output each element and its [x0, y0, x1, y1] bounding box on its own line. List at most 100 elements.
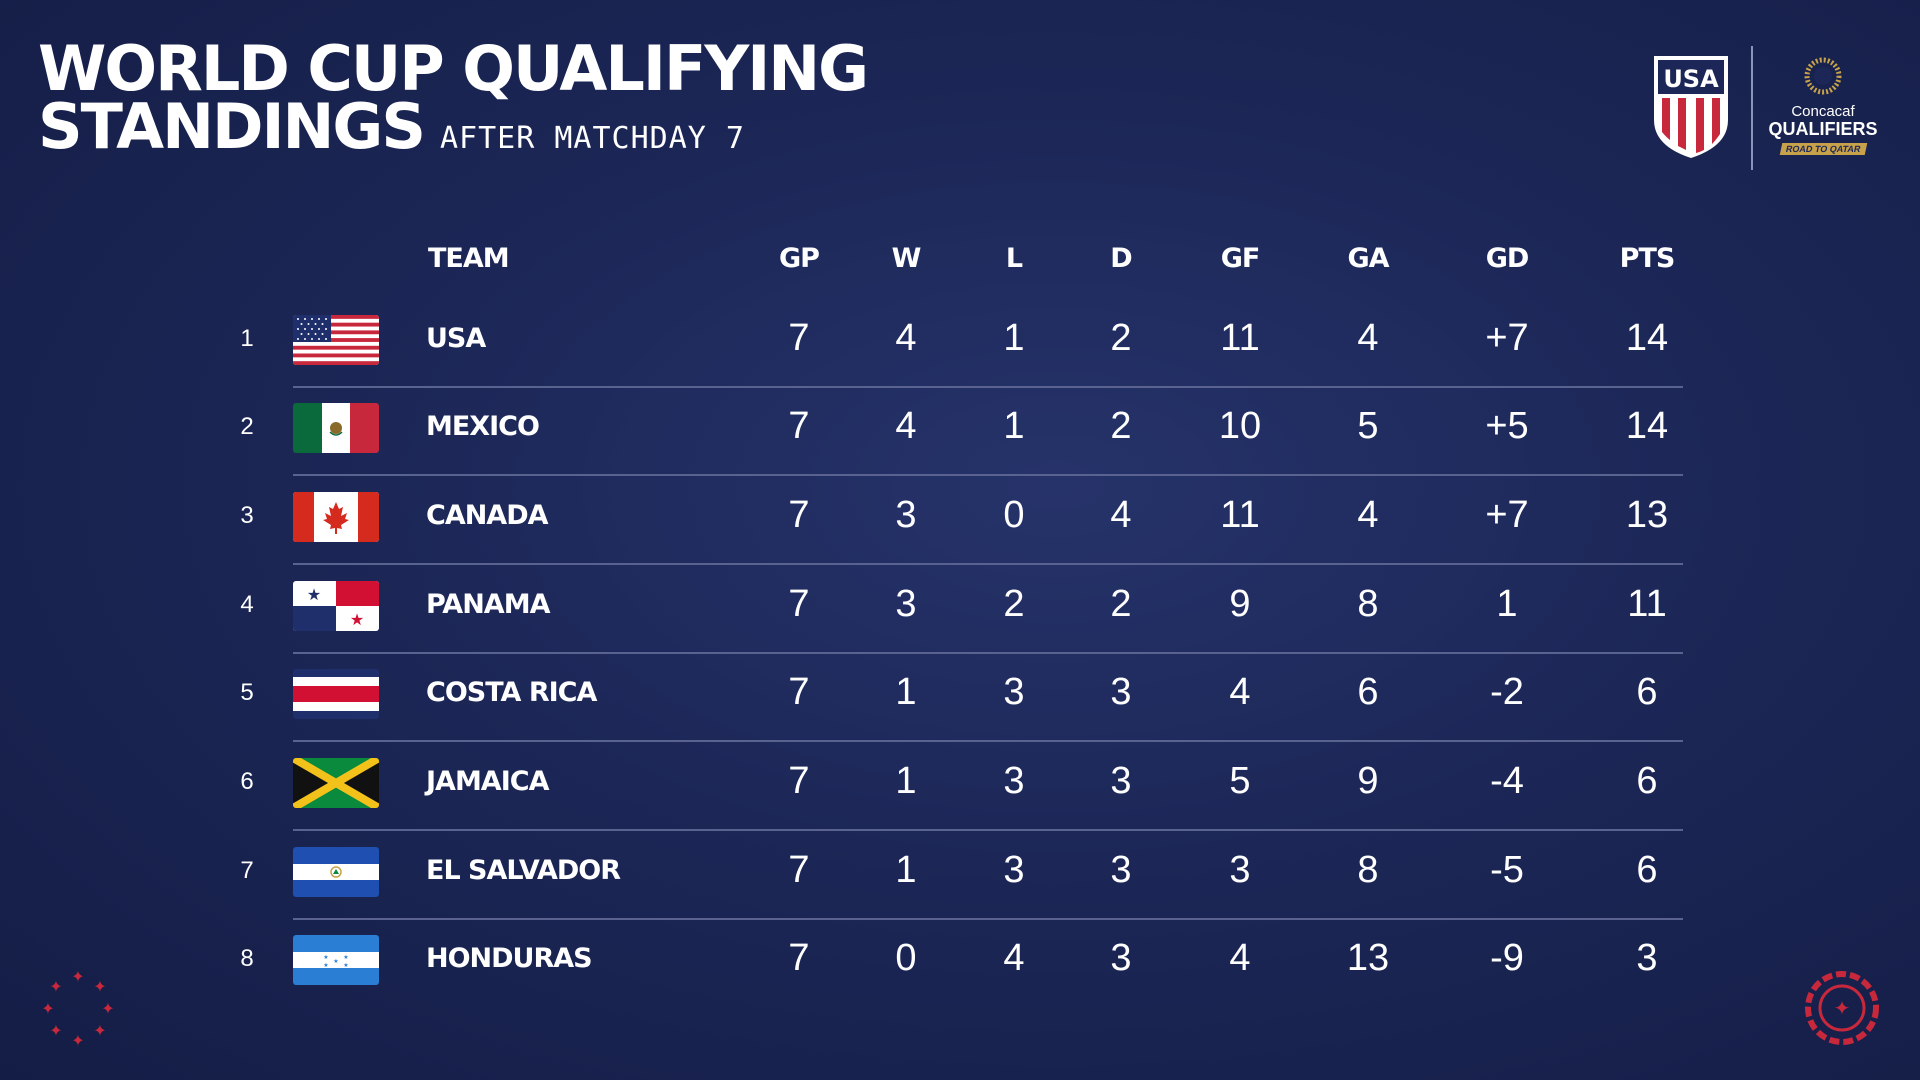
cell-d: 2 [1110, 405, 1132, 447]
cell-gf: 10 [1218, 405, 1262, 447]
rank: 5 [240, 679, 254, 706]
svg-text:★: ★ [323, 954, 328, 961]
cell-gd: -5 [1490, 849, 1524, 891]
cell-w: 4 [895, 405, 917, 447]
svg-text:✦: ✦ [71, 969, 84, 986]
page-title: WORLD CUP QUALIFYING STANDINGS AFTER MATC… [38, 38, 869, 168]
star-circle-icon: ✦ ✦ ✦ ✦ ✦ ✦ ✦ ✦ [41, 969, 114, 1048]
svg-text:★: ★ [323, 962, 328, 969]
rank: 2 [240, 413, 254, 440]
cell-d: 3 [1110, 760, 1132, 802]
row-divider [293, 918, 1683, 920]
table-row: 1 USA 7 4 [0, 299, 1920, 388]
cell-d: 3 [1110, 937, 1132, 979]
cell-gd: -2 [1490, 671, 1524, 713]
svg-text:✦: ✦ [49, 1023, 62, 1040]
cell-l: 4 [1003, 937, 1025, 979]
svg-text:★: ★ [350, 612, 364, 629]
mexico-flag-icon [293, 403, 379, 453]
cell-gp: 7 [788, 583, 810, 625]
cell-gd: +7 [1485, 494, 1529, 536]
cell-l: 3 [1003, 849, 1025, 891]
concacaf-qualifiers-logo: Concacaf QUALIFIERS ROAD TO QATAR [1764, 52, 1882, 157]
soccer-ball-emblem-icon: ✦ [1805, 971, 1879, 1045]
table-row: 7 EL SALVADOR 7 1 3 3 3 8 -5 6 [0, 831, 1920, 920]
usa-flag-icon [293, 315, 379, 365]
table-row: 6 JAMAICA 7 1 3 3 5 9 -4 6 [0, 742, 1920, 831]
cell-pts: 14 [1625, 405, 1669, 447]
team-name: MEXICO [426, 411, 540, 442]
svg-text:✦: ✦ [49, 979, 62, 996]
cell-gp: 7 [788, 405, 810, 447]
rank: 7 [240, 857, 254, 884]
cell-pts: 11 [1627, 583, 1667, 625]
cell-gf: 9 [1229, 583, 1251, 625]
table-row: 8 ★ ★ ★ ★ ★ HONDURAS 7 0 4 3 4 13 -9 3 [0, 919, 1920, 1007]
cell-gf: 4 [1229, 671, 1251, 713]
cell-gd: +5 [1485, 405, 1529, 447]
us-soccer-crest-icon: USA [1654, 56, 1728, 158]
cell-gf: 11 [1220, 494, 1260, 536]
table-row: 2 MEXICO 7 4 1 2 10 5 +5 14 [0, 387, 1920, 476]
row-divider [293, 740, 1683, 742]
cell-pts: 6 [1636, 849, 1658, 891]
rank: 1 [240, 325, 254, 352]
svg-text:✦: ✦ [41, 1001, 54, 1018]
cell-w: 4 [895, 317, 917, 359]
row-divider [293, 652, 1683, 654]
cell-pts: 6 [1636, 760, 1658, 802]
cell-gp: 7 [788, 849, 810, 891]
table-row: 5 COSTA RICA 7 1 3 3 4 6 -2 6 [0, 653, 1920, 742]
svg-text:USA: USA [1663, 65, 1719, 93]
col-header-gd: GD [1485, 243, 1530, 274]
cell-ga: 6 [1357, 671, 1379, 713]
team-name: CANADA [426, 500, 549, 531]
cell-gf: 11 [1220, 317, 1260, 359]
cq-line-1: Concacaf [1791, 103, 1855, 120]
cell-pts: 6 [1636, 671, 1658, 713]
svg-text:✦: ✦ [71, 1033, 84, 1048]
row-divider [293, 563, 1683, 565]
cell-ga: 4 [1357, 494, 1379, 536]
logos: USA Concacaf QUALIFIERS ROAD TO QATAR [1652, 44, 1882, 174]
cell-gf: 5 [1229, 760, 1251, 802]
team-name: COSTA RICA [426, 677, 597, 708]
rank: 3 [240, 502, 254, 529]
cell-gf: 4 [1229, 937, 1251, 979]
cell-w: 3 [895, 583, 917, 625]
el-salvador-flag-icon [293, 847, 379, 897]
cell-ga: 8 [1357, 849, 1379, 891]
svg-text:★: ★ [333, 958, 338, 965]
svg-text:✦: ✦ [1834, 998, 1851, 1020]
panama-flag-icon: ★ ★ [293, 581, 379, 631]
row-divider [293, 386, 1683, 388]
cell-pts: 14 [1625, 317, 1669, 359]
honduras-flag-icon: ★ ★ ★ ★ ★ [293, 935, 379, 985]
title-standings: STANDINGS [38, 90, 426, 163]
logo-divider [1751, 46, 1753, 170]
col-header-d: D [1110, 243, 1132, 274]
cell-gp: 7 [788, 937, 810, 979]
col-header-pts: PTS [1619, 243, 1676, 274]
cell-ga: 13 [1346, 937, 1390, 979]
col-header-gf: GF [1220, 243, 1261, 274]
col-header-ga: GA [1347, 243, 1389, 274]
cell-d: 3 [1110, 671, 1132, 713]
cell-gp: 7 [788, 760, 810, 802]
canada-flag-icon [293, 492, 379, 542]
rank: 4 [240, 591, 254, 618]
cell-l: 3 [1003, 671, 1025, 713]
cell-pts: 3 [1636, 937, 1658, 979]
cell-l: 1 [1003, 405, 1025, 447]
col-header-w: W [891, 243, 922, 274]
col-header-l: L [1005, 243, 1023, 274]
cell-gp: 7 [788, 671, 810, 713]
cell-w: 1 [895, 671, 917, 713]
cell-pts: 13 [1625, 494, 1669, 536]
cell-gf: 3 [1229, 849, 1251, 891]
cell-ga: 8 [1357, 583, 1379, 625]
team-name: JAMAICA [426, 766, 549, 797]
cell-d: 2 [1110, 317, 1132, 359]
cell-gp: 7 [788, 494, 810, 536]
